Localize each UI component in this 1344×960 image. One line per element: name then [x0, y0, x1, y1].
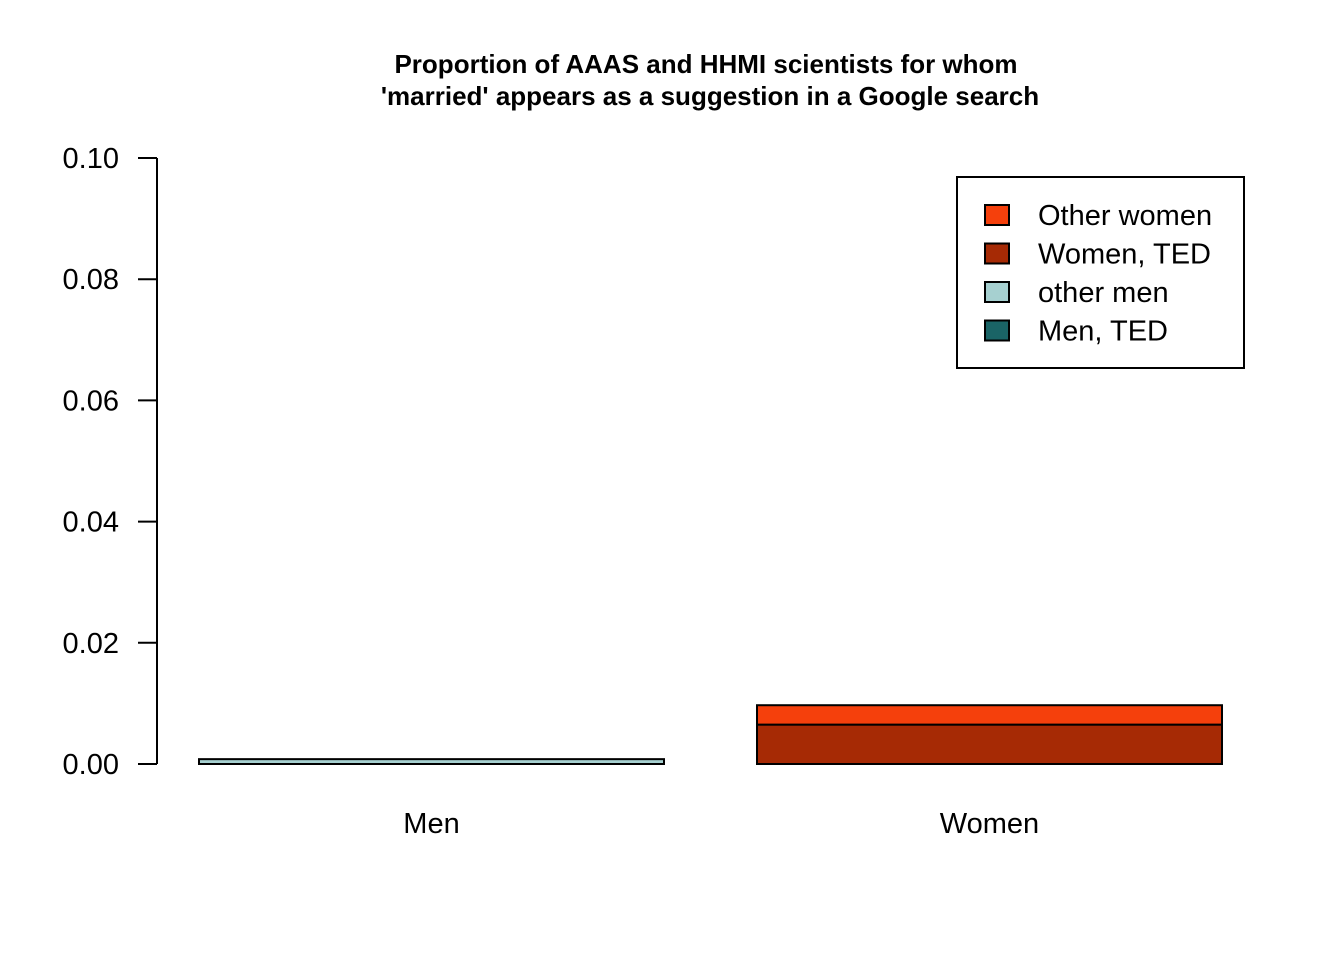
legend-label: Other women [1038, 200, 1212, 232]
y-tick-label: 0.02 [63, 628, 119, 660]
x-category-label: Men [403, 808, 459, 840]
legend-swatch [984, 242, 1010, 265]
bar-segment-other-women-women [756, 704, 1223, 726]
legend-label: other men [1038, 277, 1169, 309]
bar-segment-other-men-men [198, 758, 665, 765]
chart-subtitle: 'married' appears as a suggestion in a G… [381, 81, 1039, 111]
y-tick-label: 0.00 [63, 749, 119, 781]
bar-segment-women-ted-women [756, 723, 1223, 765]
legend-label: Men, TED [1038, 316, 1168, 348]
y-tick-label: 0.08 [63, 264, 119, 296]
x-category-label: Women [940, 808, 1039, 840]
y-tick-label: 0.06 [63, 385, 119, 417]
x-axis-labels: Men Women [403, 808, 1039, 840]
legend-swatch [984, 281, 1010, 303]
legend-label: Women, TED [1038, 239, 1211, 271]
legend-swatch [984, 319, 1010, 342]
legend: Other women Women, TED other men Men, TED [956, 176, 1245, 369]
bars [198, 704, 1223, 765]
chart-title: Proportion of AAAS and HHMI scientists f… [394, 49, 1017, 79]
y-tick-label: 0.10 [63, 143, 119, 175]
y-axis: 0.00 0.02 0.04 0.06 0.08 0.10 [63, 143, 158, 781]
y-tick-label: 0.04 [63, 507, 119, 539]
legend-swatch [984, 204, 1010, 226]
